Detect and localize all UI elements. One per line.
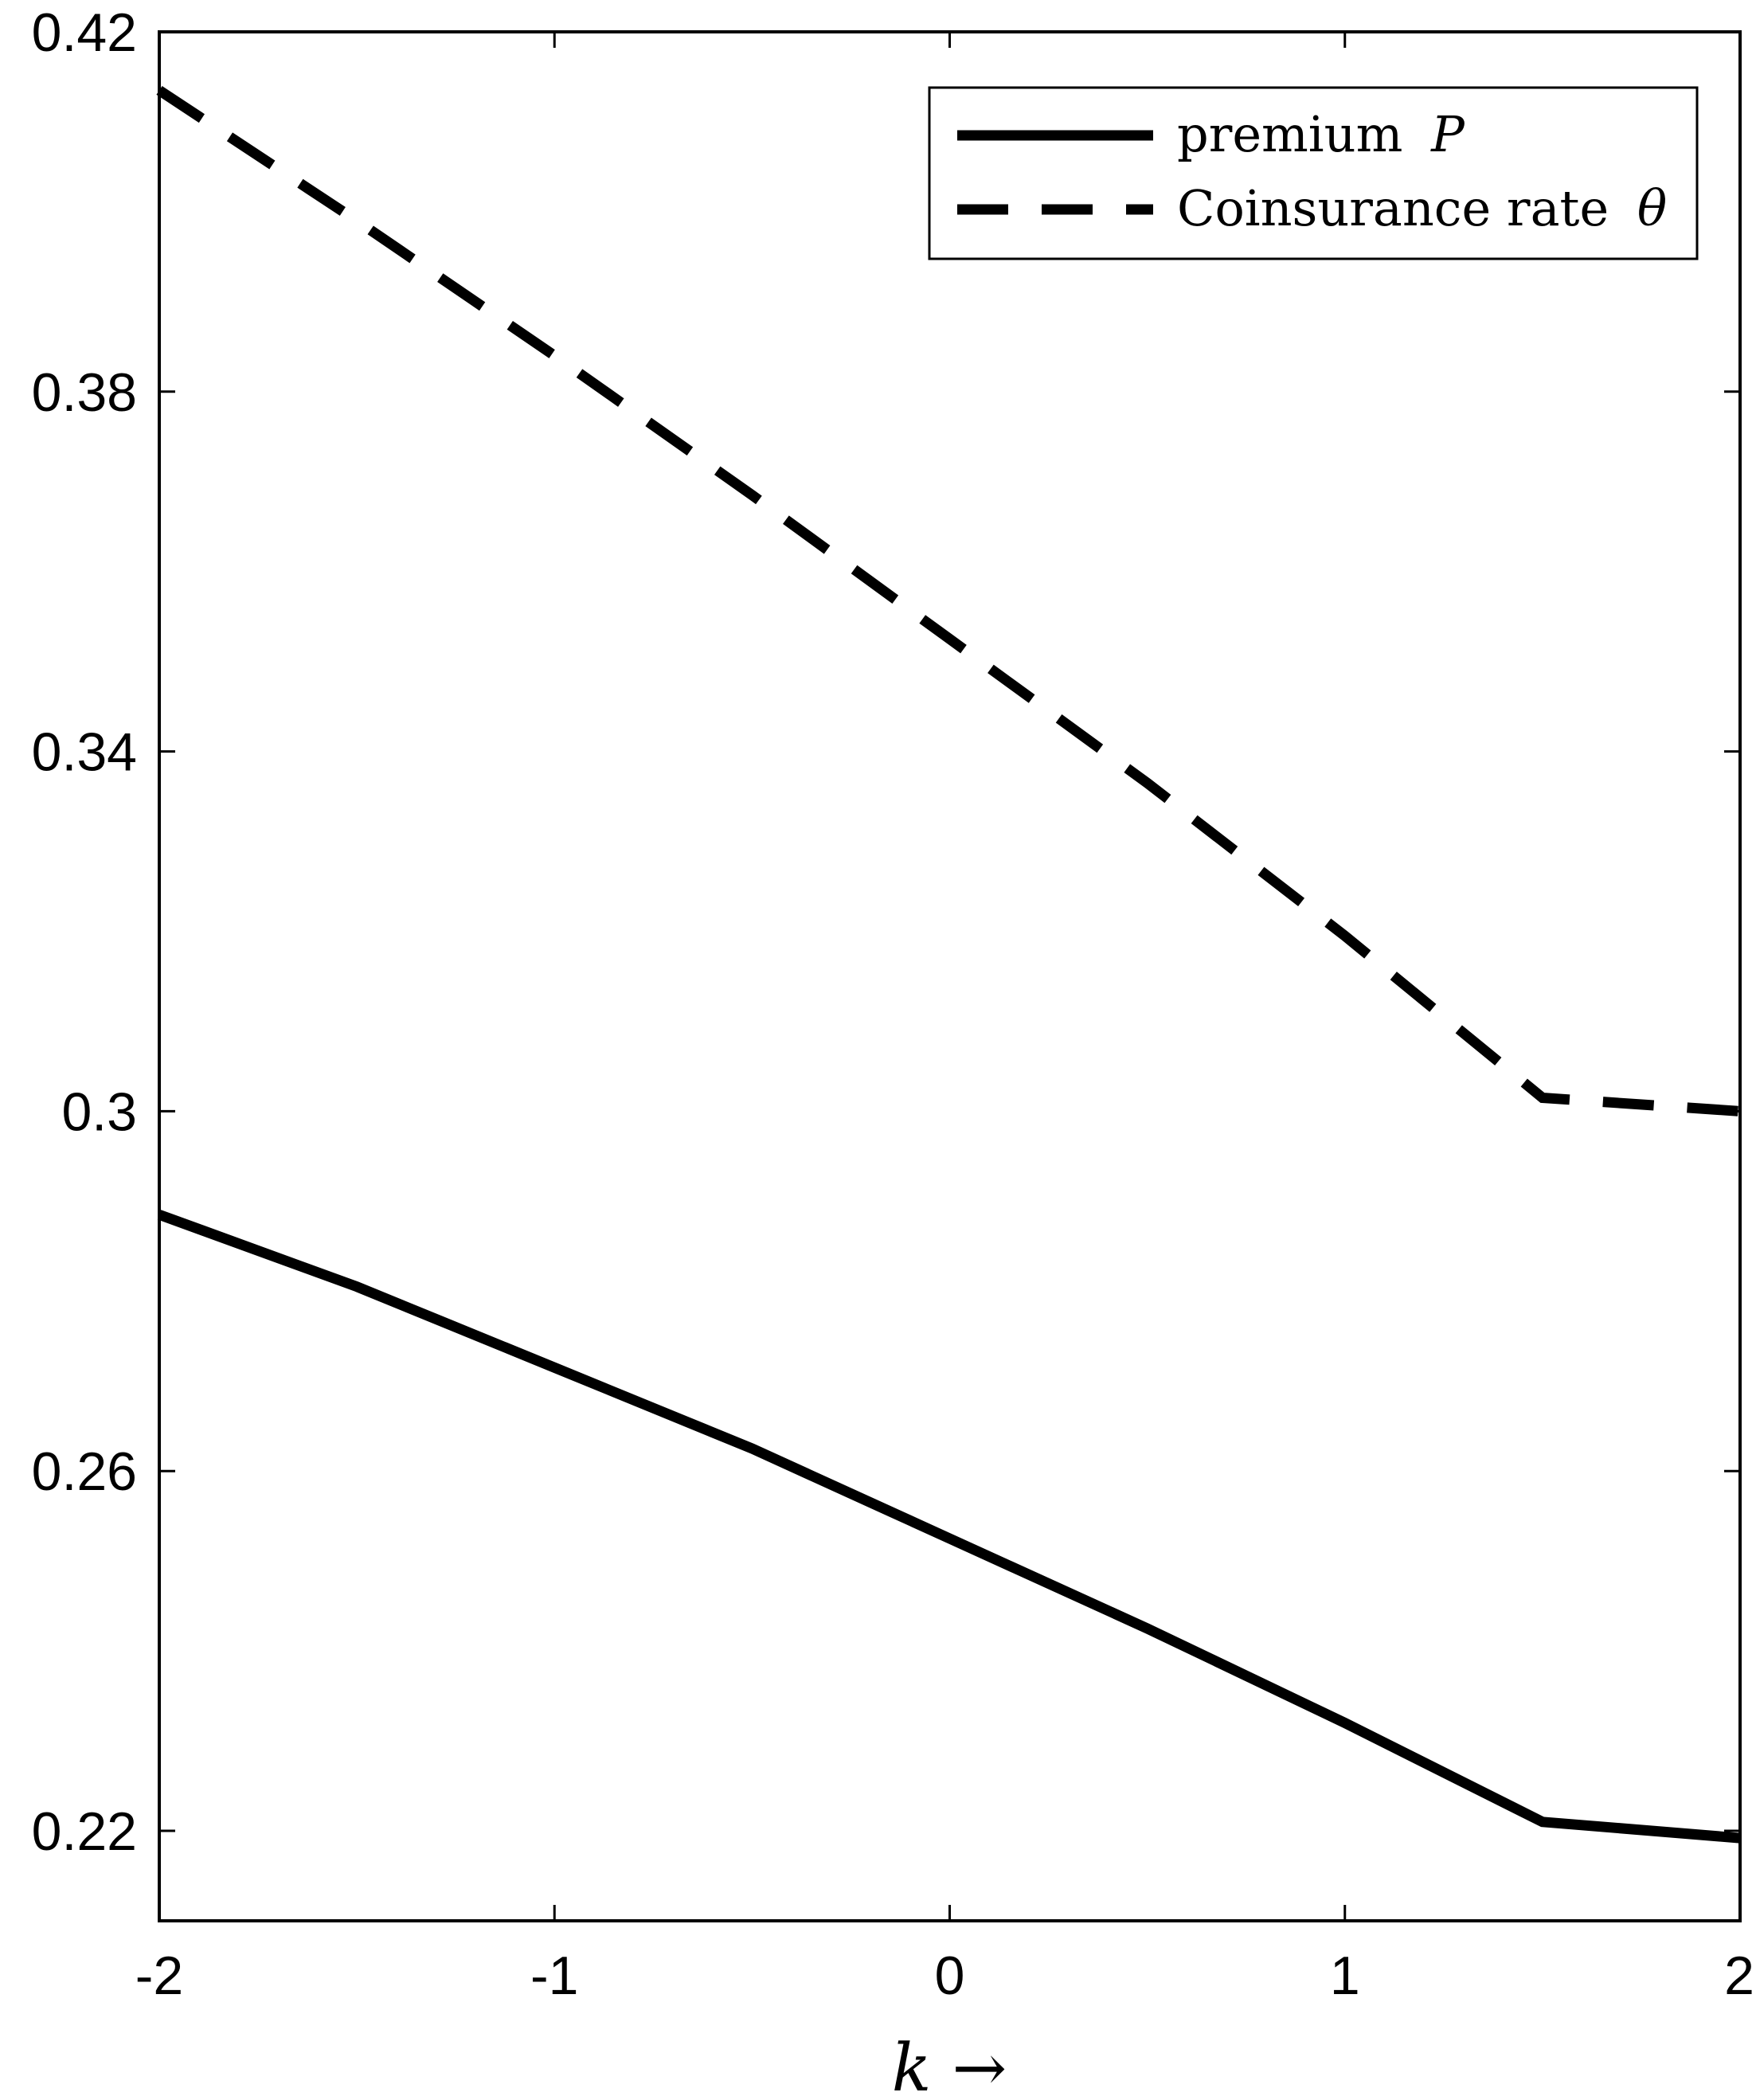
x-tick-label: -2	[135, 1946, 183, 2006]
legend-symbol-coinsurance-rate: θ	[1637, 179, 1667, 237]
axis-ticks	[158, 30, 1742, 1921]
plot-area	[158, 30, 1742, 1922]
x-tick-label: 1	[1330, 1946, 1360, 2006]
legend-entry-premium: premium P	[1177, 105, 1465, 163]
y-tick-label: 0.3	[61, 1081, 137, 1142]
x-axis-label: k →	[892, 2031, 1007, 2100]
y-tick-label: 0.38	[32, 362, 137, 423]
x-axis-label-variable: k	[892, 2031, 932, 2100]
x-tick-label: 0	[935, 1946, 965, 2006]
data-series	[156, 85, 1741, 1844]
legend-entry-coinsurance-rate: Coinsurance rate θ	[1177, 179, 1667, 237]
x-tick-label: 2	[1724, 1946, 1754, 2006]
axis-tick-labels: -2 -1 0 1 2 0.22 0.26 0.3 0.34 0.38 0.42	[32, 2, 1754, 2006]
legend-label-coinsurance-rate: Coinsurance rate	[1177, 179, 1609, 237]
x-axis-label-arrow: →	[931, 2031, 1007, 2100]
y-tick-label: 0.42	[32, 2, 137, 63]
legend: premium P Coinsurance rate θ	[928, 86, 1699, 260]
y-tick-label: 0.22	[32, 1801, 137, 1862]
y-tick-label: 0.34	[32, 722, 137, 783]
series-line-coinsurance-rate	[156, 85, 1741, 1116]
legend-box	[928, 86, 1699, 260]
legend-symbol-premium: P	[1430, 105, 1465, 163]
y-tick-label: 0.26	[32, 1441, 137, 1502]
series-line-premium	[157, 1210, 1741, 1844]
legend-label-premium: premium	[1177, 105, 1402, 163]
x-tick-label: -1	[530, 1946, 578, 2006]
